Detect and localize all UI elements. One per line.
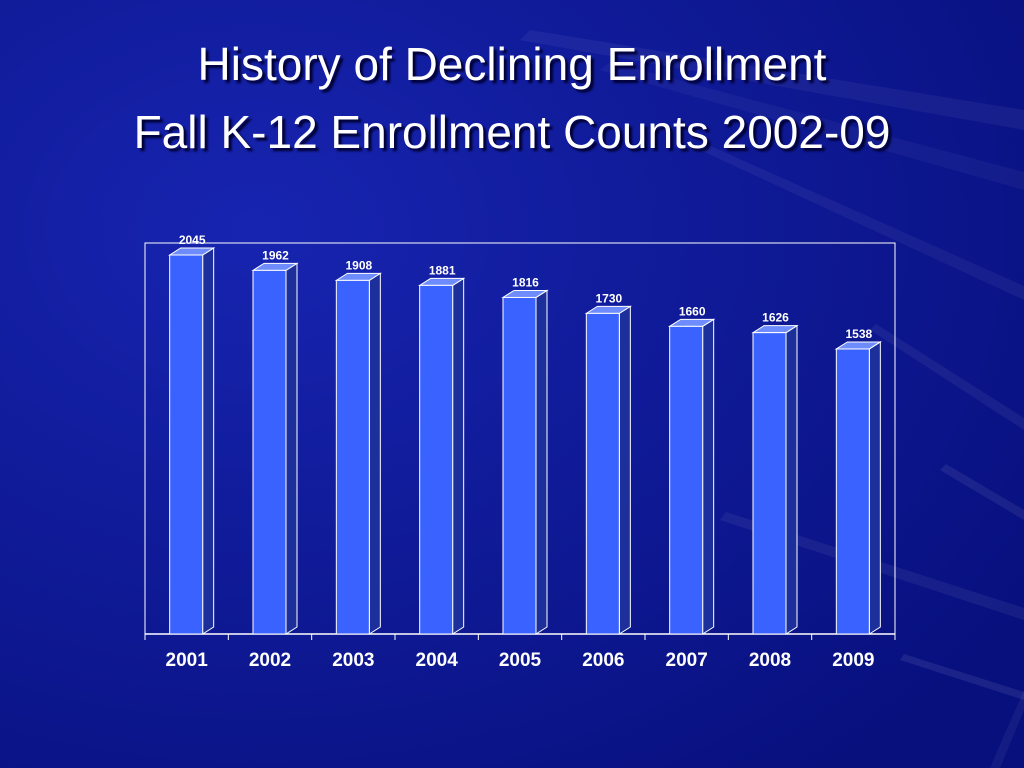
data-label: 2045 — [179, 233, 206, 247]
x-tick-label: 2002 — [249, 650, 291, 671]
slide-title-line-2: Fall K-12 Enrollment Counts 2002-09 — [133, 106, 891, 158]
x-tick-label: 2009 — [832, 650, 874, 671]
data-label: 1962 — [262, 248, 289, 262]
bar-side-face — [285, 262, 298, 635]
data-label: 1538 — [845, 327, 872, 341]
data-label: 1730 — [595, 291, 622, 305]
bar-side-face — [785, 324, 798, 635]
bar-front-face — [335, 279, 370, 635]
data-label: 1626 — [762, 311, 789, 325]
x-tick-label: 2003 — [332, 650, 374, 671]
data-label: 1908 — [345, 258, 372, 272]
bar-2001 — [167, 247, 216, 635]
bar-2005 — [501, 289, 549, 635]
bar-2007 — [667, 318, 716, 635]
bar-front-face — [502, 296, 537, 635]
data-label: 1881 — [429, 263, 456, 277]
x-tick-label: 2004 — [416, 650, 459, 671]
x-axis-ticks — [144, 634, 896, 640]
bar-side-face — [368, 272, 381, 635]
bar-side-face — [202, 247, 215, 635]
bar-front-face — [419, 284, 454, 635]
x-tick-label: 2005 — [499, 650, 542, 671]
bar-side-face — [702, 318, 715, 635]
x-tick-label: 2008 — [749, 650, 791, 671]
x-axis-tick-labels: 2001 2002 2003 2004 2005 2006 2007 2008 2009 — [166, 650, 875, 671]
bar-2006 — [584, 305, 633, 635]
bar-side-face — [618, 305, 631, 635]
bar-side-face — [535, 289, 548, 635]
bar-side-face — [868, 341, 881, 635]
data-label: 1660 — [679, 304, 706, 318]
x-tick-label: 2001 — [166, 650, 209, 671]
bar-front-face — [752, 332, 787, 635]
bar-2002 — [251, 262, 299, 635]
x-tick-label: 2006 — [582, 650, 624, 671]
data-label: 1816 — [512, 275, 539, 289]
bar-front-face — [252, 269, 287, 635]
bar-2008 — [751, 324, 799, 635]
bar-side-face — [452, 277, 465, 635]
slide-title-line-1: History of Declining Enrollment — [197, 38, 827, 90]
data-labels: 2045 1962 1908 1881 1816 1730 1660 1626 1538 — [179, 233, 873, 341]
bar-series — [167, 247, 883, 635]
bar-front-face — [835, 348, 870, 635]
x-tick-label: 2007 — [666, 650, 708, 671]
bar-front-face — [169, 254, 204, 635]
bar-front-face — [585, 312, 620, 635]
bar-2009 — [834, 341, 883, 635]
bar-front-face — [669, 325, 704, 635]
bar-2003 — [334, 272, 383, 635]
bar-2004 — [417, 277, 466, 635]
